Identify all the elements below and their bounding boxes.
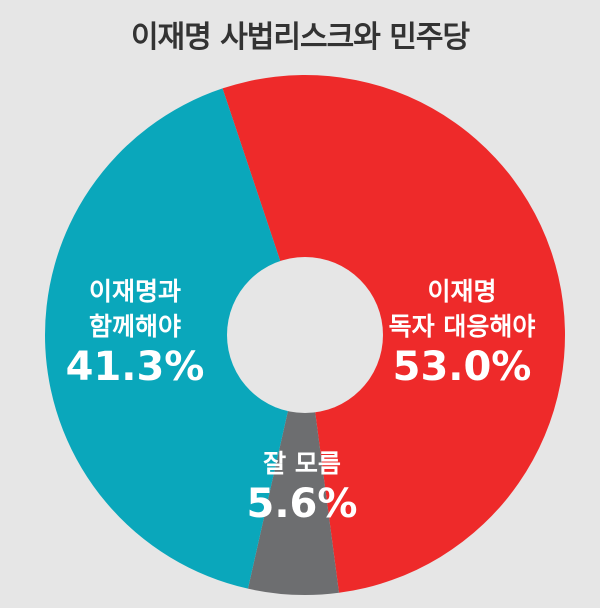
slice-value-label-1: 53.0% xyxy=(393,344,532,390)
slices-layer xyxy=(44,74,566,595)
slice-value-label-3: 41.3% xyxy=(66,344,205,390)
slice-label-2-line-1: 잘 모름 xyxy=(263,449,341,478)
pie-slice-2 xyxy=(247,335,339,595)
donut-hole xyxy=(227,257,383,413)
slice-label-3-line-2: 함께해야 xyxy=(89,312,181,341)
chart-title: 이재명 사법리스크와 민주당 xyxy=(130,20,470,55)
pie-slice-3 xyxy=(44,88,305,589)
slice-label-1-line-1: 이재명 xyxy=(427,277,496,306)
slice-label-1-line-2: 독자 대응해야 xyxy=(389,312,536,341)
slice-value-label-2: 5.6% xyxy=(247,481,358,527)
slice-label-3-line-1: 이재명과 xyxy=(89,277,181,306)
slice-label-group-2: 잘 모름 5.6% xyxy=(247,449,358,527)
pie-slice-1 xyxy=(222,74,566,593)
